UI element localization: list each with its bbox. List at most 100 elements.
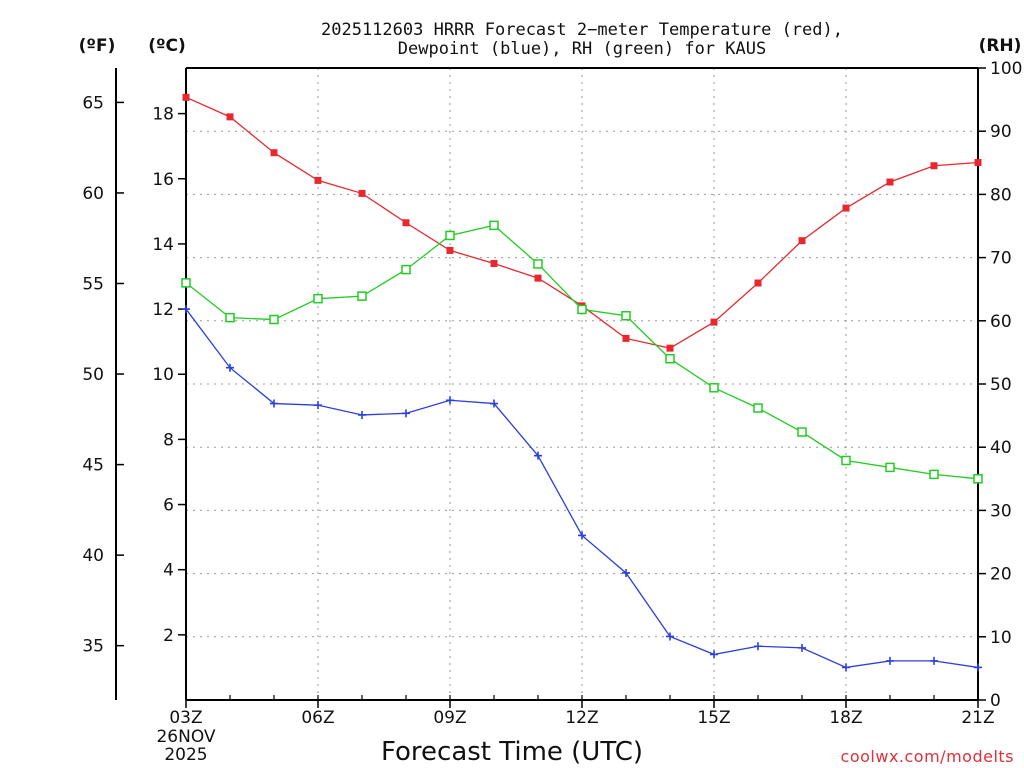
temperature-point [490,259,498,267]
rh-tick-label: 50 [990,375,1012,395]
temperature-point [446,246,454,254]
rh-tick-label: 10 [990,628,1012,648]
x-tick-label: 15Z [697,708,730,728]
temperature-point [798,237,806,245]
rh-point [577,304,587,315]
rh-point [929,469,939,480]
celsius-tick-label: 8 [163,430,174,450]
fahrenheit-tick-label: 55 [82,274,104,294]
dewpoint-point [446,396,454,405]
chart-subtitle: Dewpoint (blue), RH (green) for KAUS [398,39,766,59]
celsius-tick-label: 12 [152,300,174,320]
temperature-point [358,189,366,197]
dewpoint-point [490,399,498,408]
dewpoint-point [314,401,322,410]
rh-unit-label: (RH) [979,36,1022,56]
x-tick-sublabel: 26NOV [156,727,215,747]
celsius-tick-label: 16 [152,170,174,190]
fahrenheit-tick-label: 35 [82,637,104,657]
series-layer [181,93,983,672]
dewpoint-point [270,399,278,408]
rh-point [841,455,851,466]
chart-title-group: 2025112603 HRRR Forecast 2−meter Tempera… [321,20,843,59]
x-tick-label: 21Z [961,708,994,728]
temperature-point [226,113,234,121]
rh-point [973,474,983,484]
rh-tick-label: 30 [990,501,1012,521]
x-tick-label: 18Z [829,708,862,728]
rh-point [269,314,279,325]
rh-point [709,383,719,393]
celsius-tick-label: 14 [152,235,174,255]
dewpoint-point [842,663,850,672]
celsius-tick-label: 18 [152,105,174,125]
rh-point [401,264,411,275]
fahrenheit-tick-label: 60 [82,184,104,204]
temperature-point [842,204,850,212]
fahrenheit-tick-label: 45 [82,456,104,476]
rh-tick-label: 40 [990,438,1012,458]
temperature-point [534,274,542,282]
dewpoint-point [402,409,410,418]
fahrenheit-tick-label: 40 [82,546,104,566]
celsius-tick-label: 10 [152,365,174,385]
temperature-point [886,178,894,186]
rh-point [225,312,235,323]
grid-lines [186,68,978,700]
dewpoint-point [710,650,718,659]
rh-point [489,220,499,231]
temperature-point [270,149,278,157]
dewpoint-point [754,642,762,651]
temperature-point [710,318,718,326]
x-axis-label: Forecast Time (UTC) [381,737,643,767]
dewpoint-point [666,632,674,641]
rh-point [313,293,323,304]
celsius-tick-label: 6 [163,496,174,516]
dewpoint-point [578,531,586,540]
rh-point [753,403,763,413]
rh-tick-label: 70 [990,249,1012,269]
chart-title: 2025112603 HRRR Forecast 2−meter Tempera… [321,20,843,40]
credit-label: coolwx.com/modelts [841,747,1014,766]
temperature-point [314,176,322,184]
x-tick-label: 09Z [433,708,466,728]
dewpoint-point [622,568,630,577]
temperature-point [930,162,938,170]
x-tick-label: 12Z [565,708,598,728]
dewpoint-point [226,363,234,372]
dewpoint-point [358,410,366,419]
rh-tick-label: 80 [990,185,1012,205]
rh-tick-label: 100 [990,59,1022,79]
temperature-point [754,279,762,287]
temperature-point [402,219,410,227]
temperature-point [622,334,630,342]
celsius-tick-label: 2 [163,626,174,646]
fahrenheit-unit-label: (ºF) [79,36,116,56]
celsius-tick-label: 4 [163,561,174,581]
fahrenheit-tick-label: 50 [82,365,104,385]
rh-tick-label: 20 [990,565,1012,585]
rh-tick-label: 90 [990,122,1012,142]
dewpoint-point [886,656,894,665]
rh-point [445,230,455,241]
celsius-unit-label: (ºC) [148,36,186,56]
rh-point [797,427,807,437]
x-tick-label: 03Z [169,708,202,728]
dewpoint-point [534,451,542,460]
temperature-point [182,93,190,101]
dewpoint-point [974,663,982,672]
rh-tick-label: 0 [990,691,1001,711]
rh-point [885,462,895,473]
rh-point [357,291,367,301]
rh-point [665,353,675,364]
dewpoint-point [798,643,806,652]
rh-point [621,310,631,321]
dewpoint-point [182,305,190,314]
rh-point [181,278,191,288]
temperature-point [666,344,674,352]
rh-point [533,259,543,269]
x-tick-sublabel: 2025 [164,745,207,765]
axes: 2 4 6 8 10 12 14 16 18 35 40 45 50 55 60 65 0 10 20 30 40 50 6… [82,59,1022,765]
rh-tick-label: 60 [990,312,1012,332]
